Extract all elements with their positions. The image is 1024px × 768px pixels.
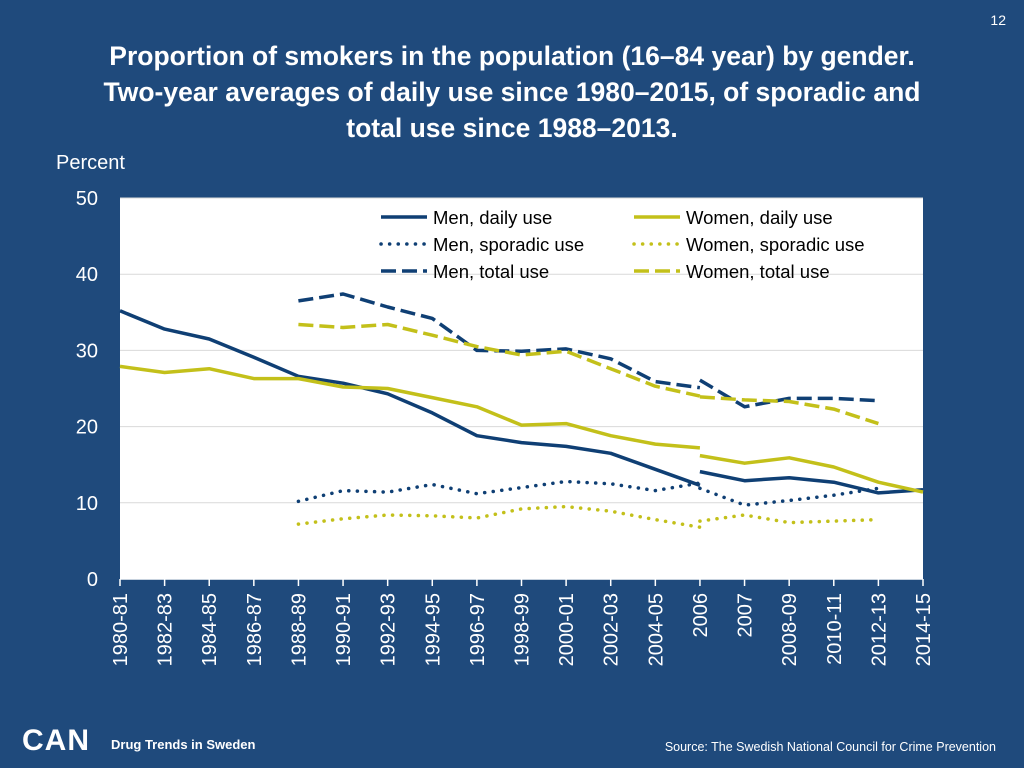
legend-label: Men, sporadic use [433,234,584,255]
series-line-women-daily-use-1 [119,364,701,450]
y-tick-label: 30 [76,340,98,362]
page-number: 12 [990,12,1006,28]
y-tick-label: 50 [76,188,98,210]
title-line-2: Two-year averages of daily use since 198… [103,77,921,107]
series-line-women-total-use-2 [699,395,879,426]
chart-title: Proportion of smokers in the population … [20,38,1004,146]
x-tick-label: 1996-97 [467,593,489,666]
x-tick-label: 1988-89 [288,593,310,666]
title-line-1: Proportion of smokers in the population … [109,41,915,71]
x-tick-label: 2002-03 [601,593,623,666]
x-tick-label: 2007 [735,593,757,638]
y-tick-label: 10 [76,493,98,515]
x-tick-label: 2006 [690,593,712,638]
legend-label: Women, daily use [686,207,833,228]
series-line-men-total-use-1 [298,292,701,390]
x-tick-label: 1982-83 [155,593,177,666]
can-logo: CAN [22,724,90,757]
series-line-women-total-use-1 [298,322,701,398]
series-line-men-sporadic-use-1 [296,479,702,504]
x-tick-label: 2012-13 [868,593,890,666]
x-tick-label: 2014-15 [913,593,935,666]
x-tick-label: 1992-93 [378,593,400,666]
plot-area [120,198,923,579]
y-tick-label: 40 [76,264,98,286]
series-line-men-daily-use-2 [699,469,924,495]
x-tick-label: 1998-99 [512,593,534,666]
x-tick-label: 2008-09 [779,593,801,666]
series-line-women-sporadic-use-1 [296,504,702,529]
y-axis-label: Percent [56,152,125,174]
source-note: Source: The Swedish National Council for… [664,740,996,754]
x-tick-label: 2000-01 [556,593,578,666]
x-tick-label: 1986-87 [244,593,266,666]
title-line-3: total use since 1988–2013. [346,113,678,143]
y-tick-label: 0 [87,569,98,591]
legend-label: Women, total use [686,261,830,282]
x-tick-label: 1994-95 [422,593,444,666]
series-line-women-daily-use-2 [699,453,924,494]
legend-label: Women, sporadic use [686,234,865,255]
y-tick-label: 20 [76,417,98,439]
x-tick-label: 2010-11 [824,593,846,665]
footer-tagline: Drug Trends in Sweden [111,737,256,752]
legend-label: Men, daily use [433,207,552,228]
x-tick-label: 2004-05 [645,593,667,666]
x-tick-label: 1980-81 [110,593,132,666]
series-line-men-daily-use-1 [119,309,701,487]
legend-label: Men, total use [433,261,549,282]
x-tick-label: 1984-85 [199,593,221,666]
x-tick-label: 1990-91 [333,593,355,666]
